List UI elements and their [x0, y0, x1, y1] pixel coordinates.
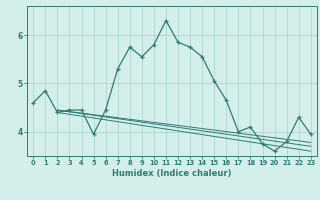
X-axis label: Humidex (Indice chaleur): Humidex (Indice chaleur) [112, 169, 232, 178]
